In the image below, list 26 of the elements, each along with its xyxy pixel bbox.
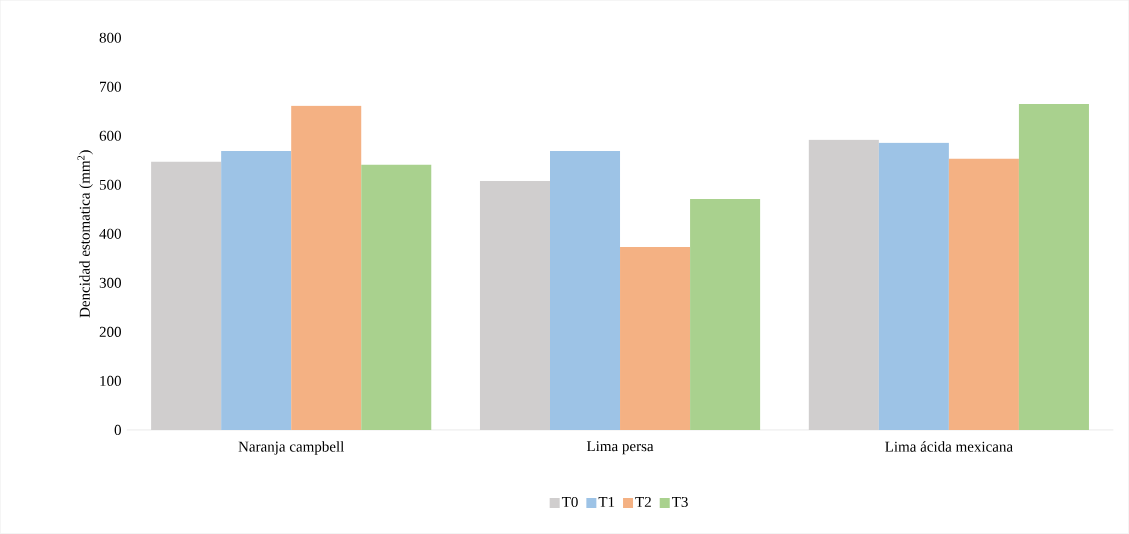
bar — [221, 151, 292, 431]
y-tick-label: 100 — [100, 376, 121, 387]
bar — [291, 106, 362, 431]
bar — [690, 199, 761, 431]
legend-label: T1 — [598, 497, 615, 507]
bar — [878, 142, 949, 431]
legend-label: T3 — [672, 497, 688, 508]
legend-label: T0 — [561, 497, 578, 508]
bar — [1018, 104, 1089, 431]
legend-label: T2 — [635, 497, 651, 507]
y-tick-label: 700 — [100, 81, 121, 92]
x-tick-label: Naranja campbell — [238, 441, 345, 455]
x-tick-label: Lima persa — [586, 441, 654, 455]
bar — [361, 164, 432, 431]
y-tick-label: 500 — [99, 179, 121, 191]
y-tick-label: 800 — [99, 32, 121, 43]
y-tick-label: 400 — [99, 228, 121, 240]
bar — [620, 247, 691, 431]
y-axis-title: Dencidad estomatica (mm$^{2}$) — [77, 150, 93, 318]
y-tick-label: 200 — [99, 326, 121, 338]
y-tick-label: 600 — [99, 130, 121, 141]
y-tick-label: 0 — [114, 425, 121, 436]
bar — [948, 158, 1019, 431]
y-tick-label: 300 — [99, 277, 121, 289]
bar — [550, 151, 621, 431]
x-tick-label: Lima ácida mexicana — [885, 441, 1013, 452]
